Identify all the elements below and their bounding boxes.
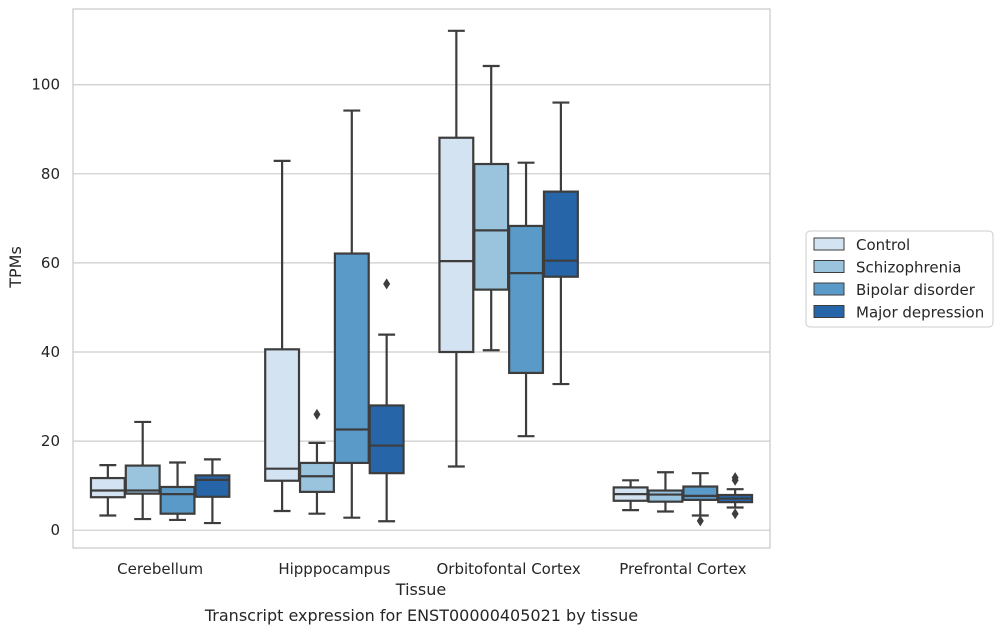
y-tick-label-20: 20	[41, 432, 60, 450]
outlier-point-0	[383, 278, 391, 290]
y-tick-label-40: 40	[41, 343, 60, 361]
y-tick-label-80: 80	[41, 165, 60, 183]
legend-label-3: Major depression	[856, 304, 984, 322]
box-body	[647, 489, 684, 503]
y-axis-label: TPMs	[6, 246, 25, 289]
box-0-1	[124, 420, 161, 521]
y-tick-label-100: 100	[31, 76, 60, 94]
legend-label-0: Control	[856, 236, 910, 254]
box-body	[368, 404, 405, 475]
x-tick-label-3: Prefrontal Cortex	[619, 560, 746, 578]
box-body	[159, 485, 196, 515]
legend-label-1: Schizophrenia	[856, 259, 961, 277]
plot-area-frame	[72, 8, 771, 549]
box-0-2	[159, 461, 196, 522]
box-1-3	[368, 278, 405, 523]
box-1-2	[333, 109, 370, 519]
box-3-3	[717, 472, 754, 520]
y-tick-label-0: 0	[50, 521, 60, 539]
box-groups	[89, 29, 754, 527]
box-body	[194, 474, 231, 498]
box-body	[682, 485, 719, 501]
box-2-0	[438, 29, 475, 468]
box-body	[333, 252, 370, 465]
box-2-3	[542, 101, 579, 386]
box-3-1	[647, 471, 684, 513]
legend-swatch-2	[813, 282, 845, 296]
box-2-1	[473, 64, 510, 352]
legend-items: Control Schizophrenia Bipolar disorder Majo…	[813, 236, 984, 322]
box-1-0	[264, 159, 301, 513]
box-body	[264, 348, 301, 482]
box-body	[542, 190, 579, 278]
box-body	[298, 461, 335, 493]
y-axis-tick-labels: 0 20 40 60 80 100	[31, 76, 60, 539]
outlier-point-0	[313, 408, 321, 420]
box-0-0	[89, 464, 126, 517]
legend-swatch-3	[813, 305, 845, 318]
box-body	[508, 224, 545, 375]
box-3-2	[682, 472, 719, 527]
x-axis-label: Tissue	[395, 580, 446, 599]
x-tick-label-0: Cerebellum	[117, 560, 203, 578]
box-body	[473, 162, 510, 291]
box-0-3	[194, 458, 231, 525]
box-body	[124, 464, 161, 495]
x-tick-label-1: Hipppocampus	[278, 560, 390, 578]
box-1-1	[298, 408, 335, 515]
x-tick-label-2: Orbitofontal Cortex	[437, 560, 581, 578]
gridlines	[73, 84, 770, 531]
x-axis-tick-labels: Cerebellum Hipppocampus Orbitofontal Corte…	[117, 560, 746, 578]
y-tick-label-60: 60	[41, 254, 60, 272]
outlier-point-0	[731, 508, 739, 520]
outlier-point-0	[696, 515, 704, 527]
legend-swatch-1	[813, 260, 845, 273]
box-body	[438, 136, 475, 354]
legend-swatch-0	[813, 237, 845, 251]
outlier-point-2	[731, 472, 739, 484]
legend: Control Schizophrenia Bipolar disorder Majo…	[805, 230, 994, 328]
box-body	[89, 476, 126, 499]
chart-caption: Transcript expression for ENST0000040502…	[204, 606, 639, 625]
box-2-2	[508, 161, 545, 438]
legend-frame	[805, 230, 994, 328]
legend-label-2: Bipolar disorder	[856, 281, 976, 299]
box-3-0	[612, 479, 649, 512]
